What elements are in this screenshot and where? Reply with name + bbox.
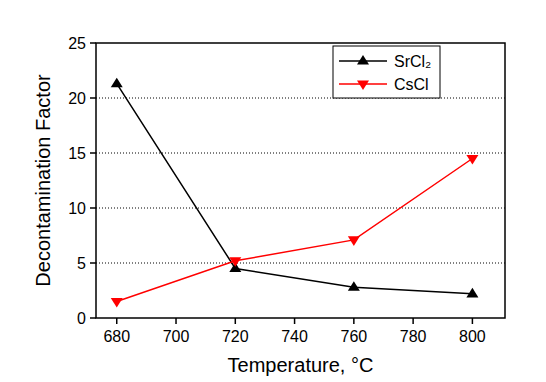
plot-frame: [96, 43, 505, 318]
y-tick-label: 25: [68, 35, 86, 52]
legend: SrCl₂ CsCl: [333, 46, 440, 98]
y-axis-label: Decontamination Factor: [32, 74, 54, 287]
y-tick-label: 20: [68, 90, 86, 107]
x-axis-label: Temperature, °C: [228, 354, 374, 376]
data-point: [348, 281, 360, 291]
x-tick: [472, 318, 474, 324]
grid-line: [96, 263, 505, 264]
y-tick: [90, 152, 96, 154]
legend-marker: [357, 55, 369, 65]
x-tick: [412, 318, 414, 324]
x-tick-label: 680: [103, 328, 130, 345]
legend-box: [333, 46, 440, 98]
y-tick-label: 5: [77, 255, 86, 272]
x-tick-label: 780: [400, 328, 427, 345]
y-tick-label: 10: [68, 200, 86, 217]
x-tick-label: 740: [281, 328, 308, 345]
legend-label: SrCl₂: [394, 53, 431, 70]
data-point: [111, 78, 123, 88]
x-tick: [294, 318, 296, 324]
x-tick-label: 800: [459, 328, 486, 345]
x-tick: [235, 318, 237, 324]
series-line: [117, 159, 473, 302]
y-tick: [90, 42, 96, 44]
y-tick: [90, 317, 96, 319]
y-tick-label: 15: [68, 145, 86, 162]
grid-line: [96, 153, 505, 154]
data-point: [466, 155, 478, 165]
grid-line: [96, 98, 505, 99]
y-tick-label: 0: [77, 310, 86, 327]
chart-svg: 680 700 720 740 760 780 800 0 5 10 15 20 25 Temperatu…: [0, 0, 546, 382]
data-point: [348, 236, 360, 246]
y-tick: [90, 207, 96, 209]
x-tick-label: 720: [222, 328, 249, 345]
series-line: [117, 84, 473, 294]
x-tick: [116, 318, 118, 324]
y-tick: [90, 262, 96, 264]
legend-label: CsCl: [394, 76, 429, 93]
legend-marker: [357, 80, 369, 90]
data-point: [466, 288, 478, 298]
x-tick: [175, 318, 177, 324]
plot-data: [111, 78, 479, 308]
data-point: [229, 257, 241, 267]
y-tick: [90, 97, 96, 99]
x-tick-label: 760: [340, 328, 367, 345]
grid-line: [96, 208, 505, 209]
x-tick-label: 700: [163, 328, 190, 345]
data-point: [111, 298, 123, 308]
chart-container: 680 700 720 740 760 780 800 0 5 10 15 20 25 Temperatu…: [0, 0, 546, 382]
x-tick: [353, 318, 355, 324]
